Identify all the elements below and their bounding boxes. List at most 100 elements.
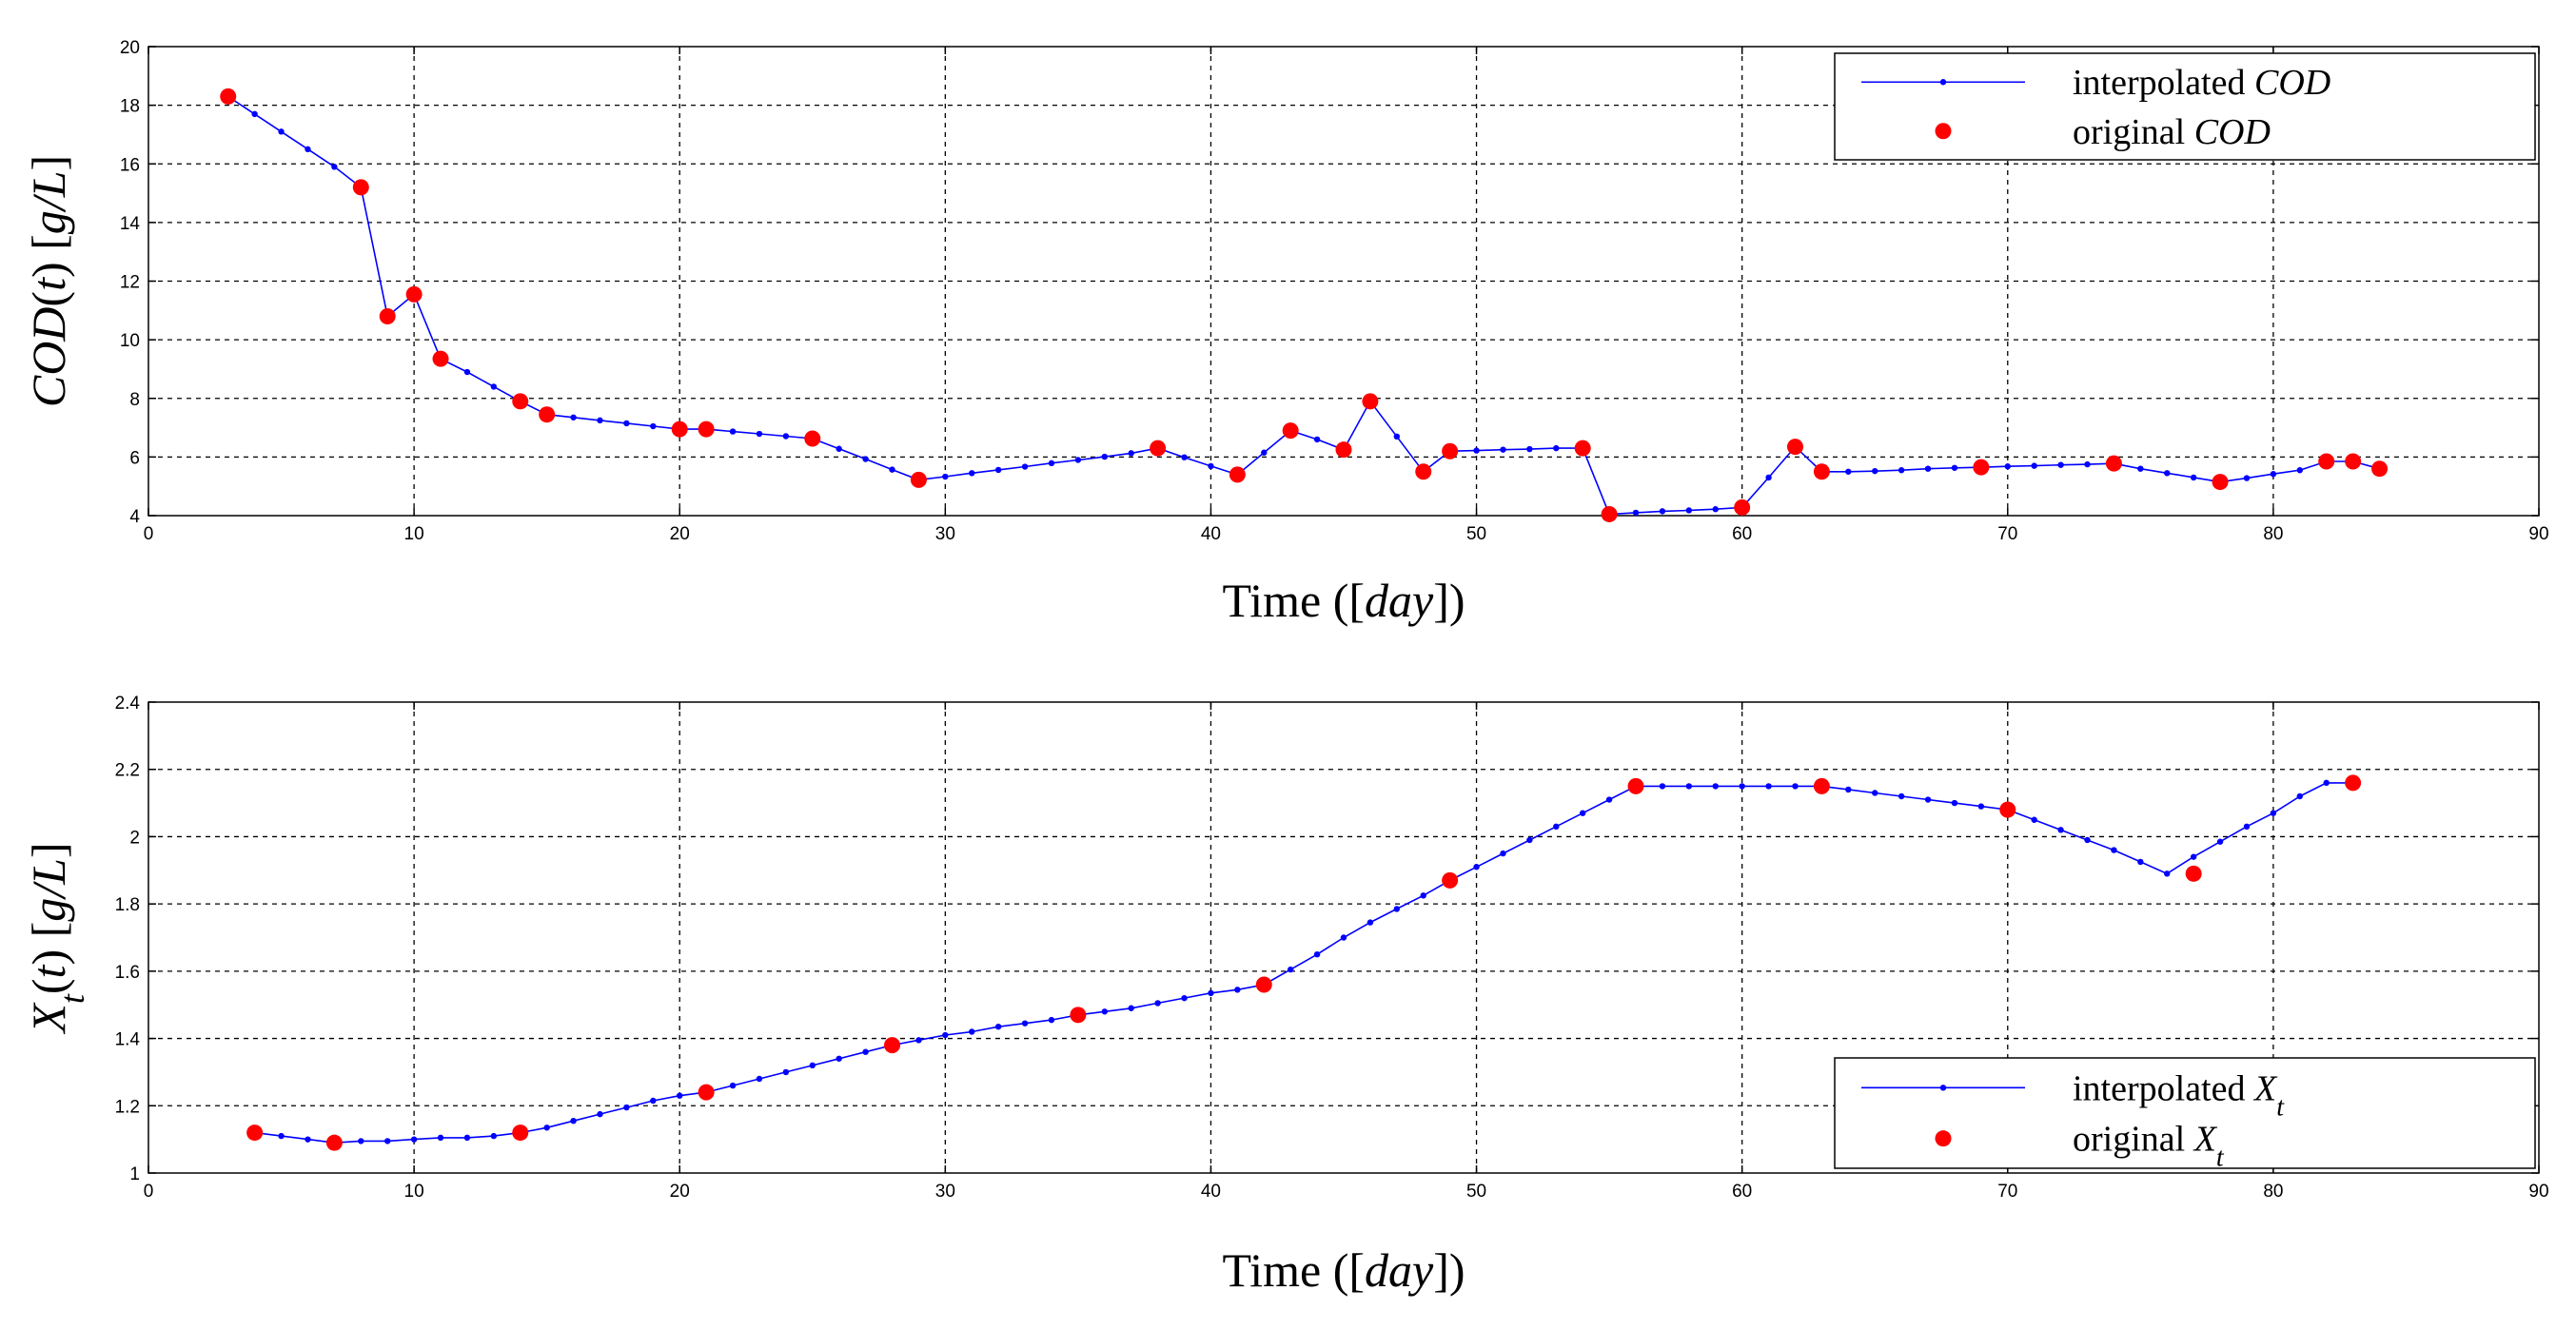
legend-box <box>1834 52 2536 161</box>
interpolated-point <box>1393 433 1401 440</box>
interpolated-point <box>1526 836 1533 844</box>
original-point <box>1150 440 1167 457</box>
interpolated-point <box>782 433 790 440</box>
interpolated-point <box>1208 989 1214 997</box>
interpolated-point <box>836 1055 842 1062</box>
interpolated-point <box>1048 1016 1055 1024</box>
x-tick-label: 10 <box>404 1182 424 1202</box>
interpolated-point <box>358 1138 364 1144</box>
interpolated-point <box>1872 790 1878 796</box>
x-tick-label: 90 <box>2528 1182 2548 1202</box>
interpolated-point <box>437 1134 444 1142</box>
interpolated-point <box>1340 934 1347 941</box>
interpolated-point <box>2270 471 2277 478</box>
interpolated-point <box>1128 450 1134 457</box>
interpolated-point <box>1287 966 1294 973</box>
interpolated-point <box>251 110 258 118</box>
x-tick-label: 30 <box>935 1182 955 1202</box>
original-point <box>1282 422 1299 440</box>
interpolated-point <box>862 1048 869 1055</box>
interpolated-point <box>1261 449 1268 456</box>
interpolated-point <box>1393 906 1401 912</box>
original-point <box>2212 474 2229 491</box>
interpolated-point <box>305 1136 311 1143</box>
interpolated-point <box>1473 447 1480 454</box>
interpolated-point <box>2270 810 2277 816</box>
y-tick-label: 4 <box>129 507 140 527</box>
y-tick-label: 2 <box>129 828 140 848</box>
original-point <box>2371 460 2389 478</box>
legend: interpolated COD original COD <box>1834 52 2536 161</box>
interpolated-point <box>1924 796 1932 803</box>
interpolated-point <box>2031 462 2037 469</box>
interpolated-point <box>597 417 603 424</box>
original-point <box>1813 777 1830 794</box>
interpolated-point <box>1605 796 1613 803</box>
interpolated-point <box>836 445 842 452</box>
interpolated-point <box>756 1075 763 1083</box>
interpolated-point <box>2084 460 2091 468</box>
legend-label: interpolated COD <box>2073 63 2330 103</box>
interpolated-point <box>463 1134 471 1142</box>
interpolated-point <box>305 146 311 153</box>
interpolated-point <box>570 1117 577 1125</box>
original-point <box>884 1037 901 1054</box>
interpolated-point <box>1313 950 1321 958</box>
original-point <box>1973 459 1990 476</box>
interpolated-point <box>1951 799 1958 807</box>
y-tick-label: 14 <box>120 214 141 234</box>
x-tick-label: 20 <box>670 524 690 544</box>
interpolated-point <box>570 414 577 421</box>
interpolated-point <box>1659 783 1666 790</box>
interpolated-point <box>1074 457 1082 463</box>
interpolated-point <box>278 128 285 135</box>
original-point <box>1442 871 1459 889</box>
interpolated-point <box>809 1062 816 1069</box>
original-point <box>698 1084 715 1101</box>
interpolated-point <box>942 1031 949 1039</box>
interpolated-point <box>1101 453 1109 460</box>
interpolated-point <box>2190 474 2197 481</box>
interpolated-point <box>1924 465 1932 472</box>
interpolated-point <box>1739 783 1745 790</box>
interpolated-point <box>650 422 657 430</box>
original-point <box>512 1125 529 1142</box>
original-point <box>698 421 715 438</box>
interpolated-point <box>1632 509 1640 517</box>
interpolated-point <box>597 1110 603 1118</box>
interpolated-point <box>1685 507 1693 514</box>
interpolated-point <box>1659 508 1666 515</box>
x-tick-label: 90 <box>2528 524 2548 544</box>
interpolated-point <box>1765 783 1772 790</box>
interpolated-point <box>2111 847 2117 853</box>
interpolated-point <box>915 1037 922 1044</box>
interpolated-point <box>889 466 895 473</box>
x-tick-label: 0 <box>144 1182 154 1202</box>
interpolated-point <box>1313 436 1321 443</box>
y-tick-label: 6 <box>129 448 140 468</box>
interpolated-point <box>1580 810 1586 816</box>
interpolated-point <box>1181 994 1188 1002</box>
original-point <box>352 179 369 196</box>
x-tick-label: 60 <box>1732 524 1752 544</box>
interpolated-point <box>2057 461 2064 468</box>
x-tick-label: 50 <box>1466 524 1486 544</box>
interpolated-point <box>1420 892 1426 899</box>
x-tick-label: 60 <box>1732 1182 1752 1202</box>
interpolated-point <box>1685 783 1693 790</box>
x-tick-label: 40 <box>1201 1182 1221 1202</box>
interpolated-point <box>1845 786 1852 793</box>
interpolated-point <box>463 368 471 376</box>
original-point <box>1601 505 1618 522</box>
interpolated-point <box>1021 1020 1029 1027</box>
original-point <box>910 471 927 488</box>
interpolated-point <box>862 456 869 462</box>
interpolated-point <box>2296 467 2303 474</box>
x-axis-label: Time ([day]) <box>1222 574 1465 627</box>
interpolated-point <box>969 1028 975 1035</box>
interpolated-point <box>2164 870 2171 877</box>
interpolated-point <box>2243 823 2251 831</box>
original-point <box>1442 442 1459 460</box>
interpolated-point <box>1048 460 1055 467</box>
original-point <box>1813 463 1830 480</box>
